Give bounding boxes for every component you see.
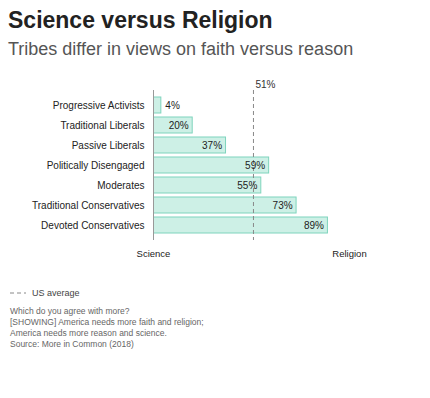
svg-text:Devoted Conservatives: Devoted Conservatives xyxy=(41,220,144,231)
svg-text:4%: 4% xyxy=(165,100,180,111)
html-text:[SHOWING] America needs more f: [SHOWING] America needs more faith and r… xyxy=(10,317,204,327)
html-text:US average: US average xyxy=(32,288,80,298)
html-text:Which do you agree with more?: Which do you agree with more? xyxy=(10,306,130,316)
svg-text:59%: 59% xyxy=(245,160,265,171)
svg-text:20%: 20% xyxy=(169,120,189,131)
svg-text:Traditional Liberals: Traditional Liberals xyxy=(60,120,144,131)
svg-text:Religion: Religion xyxy=(332,248,366,259)
html-text:Tribes differ in views on fait: Tribes differ in views on faith versus r… xyxy=(8,39,354,59)
html-text:America needs more reason and: America needs more reason and science. xyxy=(10,328,167,338)
svg-text:Science: Science xyxy=(137,248,171,259)
html-text:Source: More in Common (2018): Source: More in Common (2018) xyxy=(10,339,134,349)
svg-text:55%: 55% xyxy=(237,180,257,191)
svg-text:89%: 89% xyxy=(304,220,324,231)
html-text:Science versus Religion: Science versus Religion xyxy=(8,7,273,33)
svg-text:Traditional Conservatives: Traditional Conservatives xyxy=(32,200,144,211)
svg-text:Politically Disengaged: Politically Disengaged xyxy=(47,160,145,171)
svg-text:51%: 51% xyxy=(255,79,275,90)
svg-text:37%: 37% xyxy=(202,140,222,151)
svg-text:Passive Liberals: Passive Liberals xyxy=(72,140,145,151)
svg-text:Progressive Activists: Progressive Activists xyxy=(53,100,145,111)
svg-text:Moderates: Moderates xyxy=(97,180,144,191)
svg-text:73%: 73% xyxy=(273,200,293,211)
